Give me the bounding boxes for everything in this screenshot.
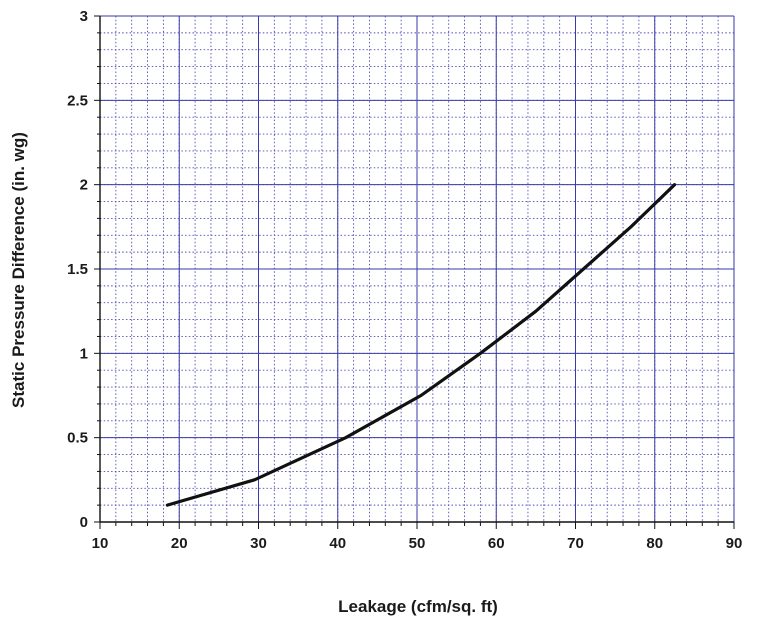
- axes: [94, 15, 735, 529]
- x-tick-label: 30: [250, 535, 267, 552]
- x-tick-label: 60: [488, 535, 505, 552]
- x-tick-label: 50: [409, 535, 426, 552]
- x-tick-label: 90: [726, 535, 743, 552]
- series-line-0: [165, 183, 677, 507]
- y-tick-label: 0: [80, 514, 88, 531]
- y-tick-label: 2: [80, 177, 88, 194]
- tick-labels: 10 20 30 40 50 60 70 80 90 0 0.5 1 1.5 2 2.5 3: [67, 8, 742, 552]
- x-tick-label: 20: [171, 535, 188, 552]
- x-tick-label: 80: [646, 535, 663, 552]
- x-axis-title: Leakage (cfm/sq. ft): [338, 597, 498, 616]
- y-axis-title: Static Pressure Difference (in. wg): [9, 132, 28, 408]
- x-tick-label: 10: [92, 535, 109, 552]
- x-tick-label: 70: [567, 535, 584, 552]
- y-tick-label: 1: [80, 345, 88, 362]
- y-tick-label: 0.5: [67, 430, 88, 447]
- y-tick-label: 2.5: [67, 92, 88, 109]
- series-layer: [165, 183, 677, 507]
- x-tick-label: 40: [329, 535, 346, 552]
- y-tick-label: 1.5: [67, 261, 88, 278]
- y-tick-label: 3: [80, 8, 88, 25]
